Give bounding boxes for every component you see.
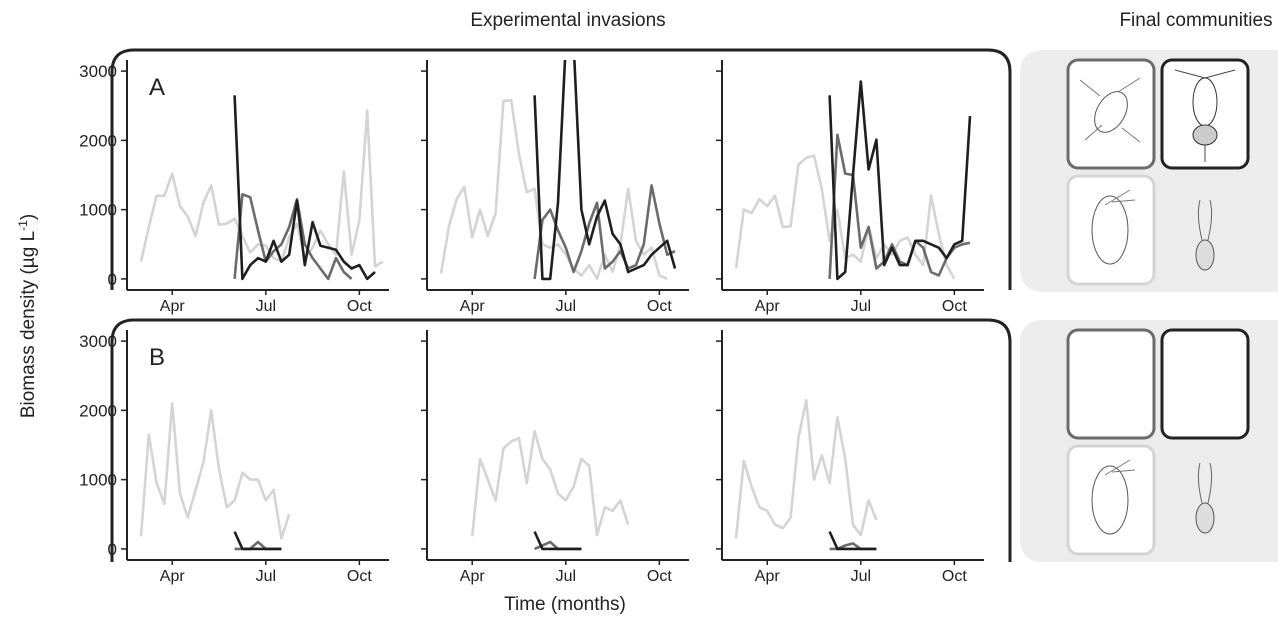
species-box <box>1160 328 1250 440</box>
y-axis-label-text: Biomass density (µg L <box>18 231 39 418</box>
row-frame <box>110 48 1012 290</box>
y-axis-label-end: ) <box>18 214 39 220</box>
x-tick-label: Oct <box>347 298 372 315</box>
x-tick-label: Oct <box>347 568 372 585</box>
y-tick-label: 0 <box>108 540 117 559</box>
panel: Apr Jul Oct <box>716 60 984 315</box>
species-box <box>1066 174 1156 286</box>
x-tick-label: Apr <box>460 298 486 315</box>
series-line <box>233 531 282 551</box>
figure-title: Experimental invasions <box>470 10 665 31</box>
series-line <box>533 531 582 551</box>
x-tick-label: Oct <box>942 568 967 585</box>
organism-icon <box>1094 91 1128 133</box>
x-tick-label: Oct <box>647 568 672 585</box>
species-box <box>1066 328 1156 440</box>
series-line <box>828 80 972 281</box>
series-line <box>734 398 878 539</box>
organism-icon <box>1195 239 1215 271</box>
x-tick-label: Jul <box>256 298 276 315</box>
y-tick-label: 1000 <box>79 471 117 490</box>
y-tick-label: 0 <box>108 270 117 289</box>
organism-icon <box>1197 462 1213 504</box>
series-line <box>533 60 677 281</box>
x-tick-label: Jul <box>556 298 576 315</box>
panel: 0 1000 2000 3000 Apr Jul Oct A <box>79 60 389 315</box>
organism-icon <box>1195 502 1215 534</box>
y-tick-label: 1000 <box>79 201 117 220</box>
x-tick-label: Jul <box>256 568 276 585</box>
series-line <box>470 429 630 537</box>
organism-icon <box>1174 69 1236 162</box>
panel: Apr Jul Oct <box>421 330 689 585</box>
x-tick-label: Oct <box>647 298 672 315</box>
x-tick-label: Apr <box>755 298 781 315</box>
x-axis-label: Time (months) <box>504 594 626 615</box>
series-line <box>233 95 376 281</box>
organism-icon <box>1197 199 1213 241</box>
species-box <box>1066 58 1156 170</box>
x-tick-label: Apr <box>160 568 186 585</box>
panel-title: Final communities <box>1119 10 1272 31</box>
panel: 0 1000 2000 3000 Apr Jul Oct B <box>79 330 389 585</box>
panel-label: A <box>149 74 165 101</box>
organism-icon <box>1091 465 1129 535</box>
organism-icon <box>1104 459 1136 476</box>
x-tick-label: Apr <box>460 568 486 585</box>
y-tick-label: 3000 <box>79 62 117 81</box>
y-tick-label: 2000 <box>79 131 117 150</box>
series-line <box>828 531 877 551</box>
organism-icon <box>1104 189 1136 206</box>
y-axis-label-sup: -1 <box>16 220 30 231</box>
panel: Apr Jul Oct <box>421 60 689 315</box>
species-box <box>1066 444 1156 556</box>
y-axis-label: Biomass density (µg L-1) <box>16 214 39 418</box>
x-tick-label: Jul <box>851 568 871 585</box>
series-line <box>139 402 291 540</box>
series-line <box>233 193 353 281</box>
x-tick-label: Oct <box>942 298 967 315</box>
x-tick-label: Jul <box>556 568 576 585</box>
organism-icon <box>1079 77 1141 143</box>
panel-label: B <box>149 344 165 371</box>
panel: Apr Jul Oct <box>716 330 984 585</box>
community-icons <box>1066 58 1250 556</box>
series-line <box>533 184 676 280</box>
y-tick-label: 2000 <box>79 401 117 420</box>
x-tick-label: Jul <box>851 298 871 315</box>
organism-icon <box>1091 195 1129 265</box>
row-frame <box>110 318 1012 562</box>
y-tick-label: 3000 <box>79 332 117 351</box>
x-tick-label: Apr <box>160 298 186 315</box>
x-tick-label: Apr <box>755 568 781 585</box>
organism-icon <box>1192 124 1218 146</box>
species-box <box>1160 58 1250 170</box>
